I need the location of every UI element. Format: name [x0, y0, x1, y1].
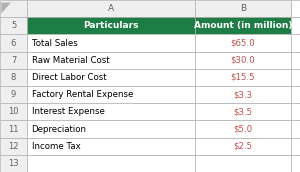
Text: $3.3: $3.3 [233, 90, 253, 99]
Text: $3.5: $3.5 [233, 107, 253, 116]
Bar [195, 86, 291, 103]
Bar [291, 155, 300, 172]
Bar [291, 103, 300, 120]
Text: Direct Labor Cost: Direct Labor Cost [32, 73, 106, 82]
Bar [27, 103, 195, 120]
Text: Particulars: Particulars [83, 21, 139, 30]
Text: 8: 8 [11, 73, 16, 82]
Bar [195, 69, 291, 86]
Text: Factory Rental Expense: Factory Rental Expense [32, 90, 133, 99]
Bar [0, 69, 27, 86]
Text: Total Sales: Total Sales [32, 39, 77, 47]
Bar [291, 52, 300, 69]
Text: 10: 10 [8, 107, 19, 116]
Bar [27, 69, 195, 86]
Bar [0, 17, 27, 34]
Bar [0, 155, 27, 172]
Bar [195, 52, 291, 69]
Bar [291, 138, 300, 155]
Text: 11: 11 [8, 125, 19, 133]
Text: Interest Expense: Interest Expense [32, 107, 104, 116]
Text: 6: 6 [11, 39, 16, 47]
Bar [195, 0, 291, 17]
Text: $2.5: $2.5 [233, 142, 253, 151]
Text: 9: 9 [11, 90, 16, 99]
Bar [0, 120, 27, 138]
Polygon shape [1, 3, 11, 13]
Text: 5: 5 [11, 21, 16, 30]
Bar [27, 138, 195, 155]
Text: Amount (in million): Amount (in million) [194, 21, 292, 30]
Bar [27, 17, 195, 34]
Bar [195, 155, 291, 172]
Text: $65.0: $65.0 [231, 39, 255, 47]
Text: 7: 7 [11, 56, 16, 65]
Bar [291, 69, 300, 86]
Text: $15.5: $15.5 [231, 73, 255, 82]
Bar [27, 34, 195, 52]
Bar [0, 52, 27, 69]
Bar [27, 0, 195, 17]
Bar [291, 17, 300, 34]
Bar [27, 155, 195, 172]
Text: Income Tax: Income Tax [32, 142, 80, 151]
Bar [0, 86, 27, 103]
Bar [291, 120, 300, 138]
Bar [0, 0, 27, 17]
Text: A: A [108, 4, 114, 13]
Bar [291, 86, 300, 103]
Bar [291, 0, 300, 17]
Text: Raw Material Cost: Raw Material Cost [32, 56, 109, 65]
Text: B: B [240, 4, 246, 13]
Text: $5.0: $5.0 [233, 125, 253, 133]
Text: 12: 12 [8, 142, 19, 151]
Text: $30.0: $30.0 [231, 56, 255, 65]
Bar [0, 138, 27, 155]
Bar [0, 103, 27, 120]
Bar [195, 17, 291, 34]
Bar [195, 103, 291, 120]
Bar [195, 34, 291, 52]
Bar [291, 34, 300, 52]
Bar [195, 138, 291, 155]
Bar [27, 86, 195, 103]
Text: 13: 13 [8, 159, 19, 168]
Bar [27, 120, 195, 138]
Bar [0, 34, 27, 52]
Text: Depreciation: Depreciation [32, 125, 86, 133]
Bar [27, 52, 195, 69]
Bar [195, 120, 291, 138]
